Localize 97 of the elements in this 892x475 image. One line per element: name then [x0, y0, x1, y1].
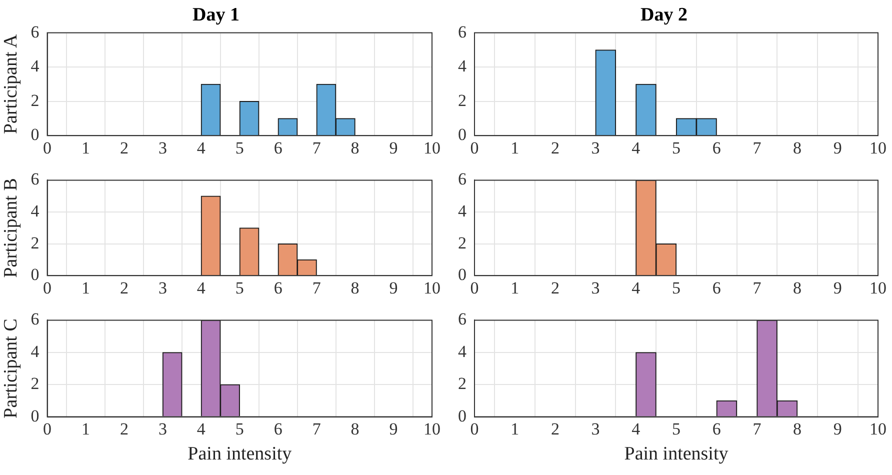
x-tick-label: 4 [196, 278, 206, 298]
x-tick-label: 2 [550, 278, 560, 298]
x-tick-label: 0 [43, 419, 52, 438]
y-tick-label: 6 [458, 310, 466, 329]
x-tick-label: 4 [632, 278, 641, 298]
y-axis-title: Participant A [0, 34, 22, 134]
y-tick-label: 6 [458, 22, 466, 42]
y-tick-label: 0 [458, 125, 466, 144]
y-tick-label: 4 [458, 342, 467, 361]
y-tick-label: 6 [458, 170, 466, 189]
y-tick-label: 2 [30, 233, 40, 252]
x-tick-label: 1 [82, 138, 90, 158]
x-tick-label: 5 [235, 419, 244, 438]
x-tick-label: 8 [350, 278, 360, 298]
x-tick-label: 6 [274, 419, 282, 438]
x-tick-label: 8 [350, 138, 360, 158]
x-tick-label: 3 [158, 138, 167, 158]
x-tick-label: 2 [120, 419, 128, 438]
x-axis-title: Pain intensity [188, 444, 292, 465]
x-tick-label: 7 [752, 278, 762, 298]
y-tick-label: 4 [30, 201, 40, 220]
x-tick-label: 2 [550, 419, 560, 438]
x-tick-label: 3 [591, 278, 600, 298]
y-tick-label: 0 [458, 406, 466, 426]
x-tick-label: 8 [793, 138, 802, 158]
x-tick-label: 0 [470, 138, 479, 158]
x-tick-label: 9 [389, 278, 398, 298]
y-tick-label: 0 [30, 265, 40, 284]
x-tick-label: 2 [550, 138, 560, 158]
x-tick-label: 4 [632, 419, 641, 438]
x-tick-label: 0 [43, 138, 52, 158]
x-tick-label: 10 [424, 138, 440, 158]
y-tick-label: 0 [30, 125, 40, 144]
x-tick-label: 6 [712, 419, 721, 438]
x-tick-label: 6 [712, 278, 721, 298]
x-axis-title: Pain intensity [624, 444, 729, 465]
x-tick-label: 8 [793, 278, 802, 298]
x-tick-label: 8 [793, 419, 802, 438]
x-tick-label: 1 [82, 278, 90, 298]
y-tick-label: 2 [458, 233, 466, 252]
x-tick-label: 9 [389, 138, 398, 158]
x-tick-label: 4 [196, 419, 206, 438]
x-tick-label: 6 [274, 278, 282, 298]
y-tick-label: 0 [458, 265, 466, 284]
y-tick-label: 2 [458, 374, 466, 394]
y-tick-label: 2 [30, 90, 40, 110]
x-tick-label: 6 [712, 138, 721, 158]
y-tick-label: 2 [458, 90, 466, 110]
y-axis-title: Participant C [0, 318, 22, 418]
x-tick-label: 5 [235, 138, 244, 158]
x-tick-label: 10 [424, 278, 440, 298]
x-tick-label: 0 [470, 419, 479, 438]
x-tick-label: 1 [82, 419, 90, 438]
x-tick-label: 1 [510, 419, 520, 438]
x-tick-label: 6 [274, 138, 282, 158]
y-tick-label: 2 [30, 374, 40, 394]
y-tick-label: 6 [30, 170, 40, 189]
x-tick-label: 3 [158, 419, 167, 438]
x-tick-label: 0 [470, 278, 479, 298]
x-tick-label: 9 [389, 419, 398, 438]
x-tick-label: 10 [870, 138, 886, 158]
y-tick-label: 0 [30, 406, 40, 426]
chart-title: Day 1 [192, 4, 240, 26]
y-tick-label: 4 [30, 56, 40, 76]
y-tick-label: 6 [30, 22, 40, 42]
y-tick-label: 6 [30, 310, 40, 329]
x-tick-label: 8 [350, 419, 360, 438]
x-tick-label: 10 [870, 419, 886, 438]
x-tick-label: 3 [591, 419, 600, 438]
x-tick-label: 4 [196, 138, 206, 158]
y-tick-label: 4 [30, 342, 40, 361]
x-tick-label: 2 [120, 138, 128, 158]
x-tick-label: 1 [510, 138, 520, 158]
x-tick-label: 5 [235, 278, 244, 298]
x-tick-label: 3 [591, 138, 600, 158]
x-tick-label: 5 [672, 419, 680, 438]
x-tick-label: 7 [312, 278, 322, 298]
x-tick-label: 5 [672, 278, 680, 298]
x-tick-label: 2 [120, 278, 128, 298]
x-tick-label: 9 [833, 278, 842, 298]
x-tick-label: 7 [312, 419, 322, 438]
y-tick-label: 4 [458, 56, 467, 76]
x-tick-label: 1 [510, 278, 520, 298]
x-tick-label: 10 [870, 278, 886, 298]
x-tick-label: 4 [632, 138, 641, 158]
x-tick-label: 9 [833, 419, 842, 438]
x-tick-label: 9 [833, 138, 842, 158]
x-tick-label: 10 [424, 419, 440, 438]
chart-title: Day 2 [640, 4, 688, 26]
x-tick-label: 3 [158, 278, 167, 298]
x-tick-label: 5 [672, 138, 680, 158]
x-tick-label: 7 [312, 138, 322, 158]
x-tick-label: 7 [752, 138, 762, 158]
y-axis-title: Participant B [0, 178, 22, 278]
x-tick-label: 7 [752, 419, 762, 438]
x-tick-label: 0 [43, 278, 52, 298]
y-tick-label: 4 [458, 201, 467, 220]
